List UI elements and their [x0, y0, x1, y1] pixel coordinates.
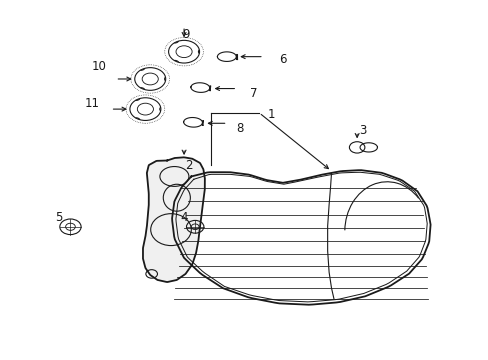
Text: 5: 5: [55, 211, 62, 224]
Text: 11: 11: [84, 97, 100, 110]
Text: 7: 7: [250, 87, 257, 100]
Polygon shape: [142, 157, 204, 282]
Text: 6: 6: [279, 53, 286, 66]
Text: 8: 8: [236, 122, 243, 135]
Text: 2: 2: [185, 159, 192, 172]
Text: 1: 1: [267, 108, 274, 121]
Text: 10: 10: [92, 60, 107, 73]
Text: 4: 4: [180, 211, 187, 224]
Text: 3: 3: [359, 124, 366, 137]
Text: 9: 9: [183, 28, 190, 41]
